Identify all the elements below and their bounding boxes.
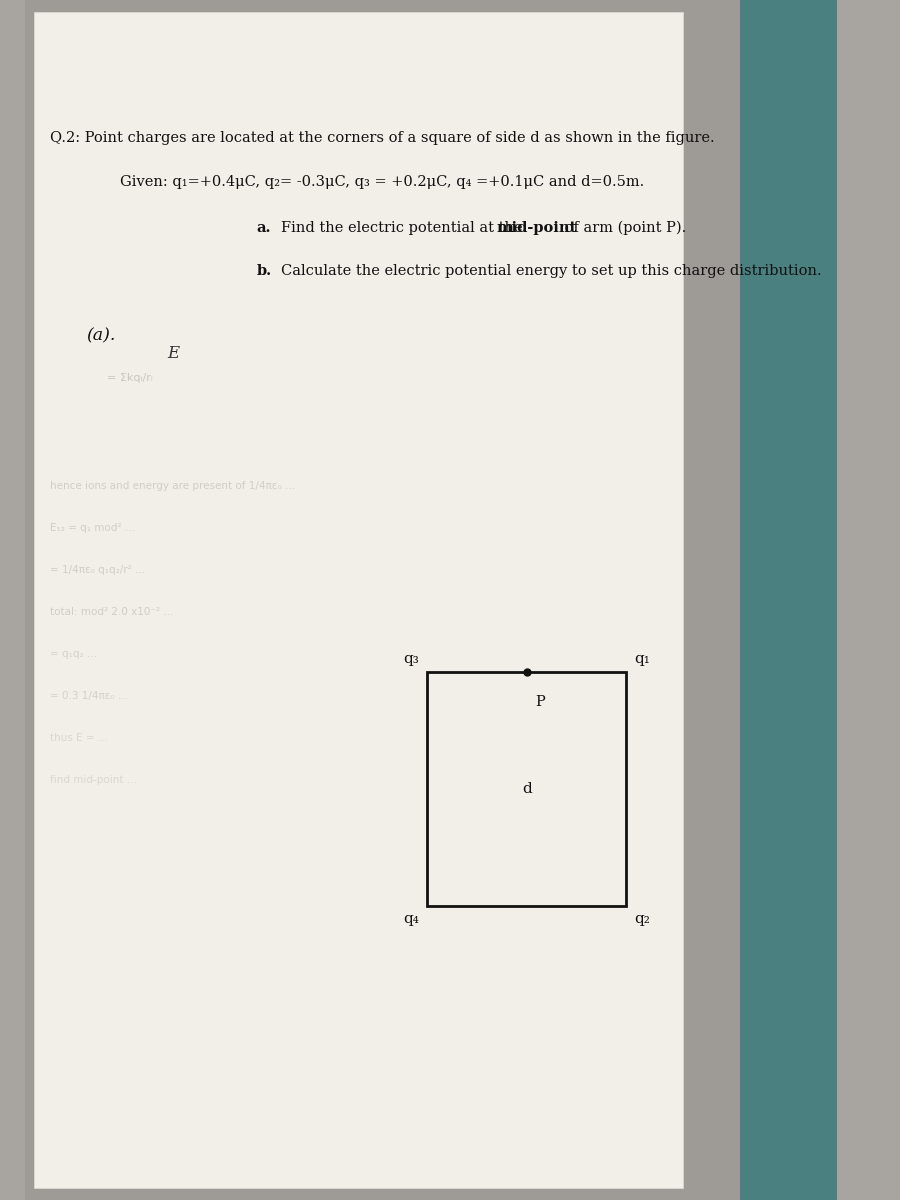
FancyBboxPatch shape bbox=[33, 12, 683, 1188]
Text: b.: b. bbox=[256, 264, 272, 278]
Text: Q.2: Point charges are located at the corners of a square of side d as shown in : Q.2: Point charges are located at the co… bbox=[50, 131, 715, 145]
Text: q₁: q₁ bbox=[634, 652, 650, 666]
Text: = q₁q₂ ...: = q₁q₂ ... bbox=[50, 649, 97, 659]
Text: find mid-point ...: find mid-point ... bbox=[50, 775, 140, 785]
Text: Calculate the electric potential energy to set up this charge distribution.: Calculate the electric potential energy … bbox=[281, 264, 822, 278]
Text: mid-point: mid-point bbox=[496, 221, 577, 235]
Text: = Σkqᵢ/rᵢ: = Σkqᵢ/rᵢ bbox=[106, 373, 152, 383]
Text: (a).: (a). bbox=[86, 328, 116, 344]
Bar bbox=[740, 0, 837, 1200]
Text: thus E = ...: thus E = ... bbox=[50, 733, 108, 743]
Text: total: mod² 2.0 x10⁻² ...: total: mod² 2.0 x10⁻² ... bbox=[50, 607, 173, 617]
Text: a.: a. bbox=[256, 221, 271, 235]
Text: q₃: q₃ bbox=[403, 652, 419, 666]
Text: Given: q₁=+0.4μC, q₂= -0.3μC, q₃ = +0.2μC, q₄ =+0.1μC and d=0.5m.: Given: q₁=+0.4μC, q₂= -0.3μC, q₃ = +0.2μ… bbox=[121, 175, 644, 190]
Text: q₂: q₂ bbox=[634, 912, 650, 926]
Text: hence ions and energy are present of 1/4πε₀ ...: hence ions and energy are present of 1/4… bbox=[50, 481, 295, 491]
Text: of arm (point P).: of arm (point P). bbox=[560, 221, 686, 235]
Text: = 0.3 1/4πε₀ ...: = 0.3 1/4πε₀ ... bbox=[50, 691, 131, 701]
Text: Find the electric potential at the: Find the electric potential at the bbox=[281, 221, 527, 235]
Text: E₁₂ = q₁ mod² ...: E₁₂ = q₁ mod² ... bbox=[50, 523, 135, 533]
Text: d: d bbox=[522, 782, 532, 796]
Text: E: E bbox=[167, 346, 180, 362]
Bar bbox=[428, 672, 626, 906]
Text: = 1/4πε₀ q₁q₂/r² ...: = 1/4πε₀ q₁q₂/r² ... bbox=[50, 565, 145, 575]
Text: P: P bbox=[535, 695, 544, 709]
Bar bbox=[25, 0, 740, 1200]
Text: q₄: q₄ bbox=[403, 912, 419, 926]
